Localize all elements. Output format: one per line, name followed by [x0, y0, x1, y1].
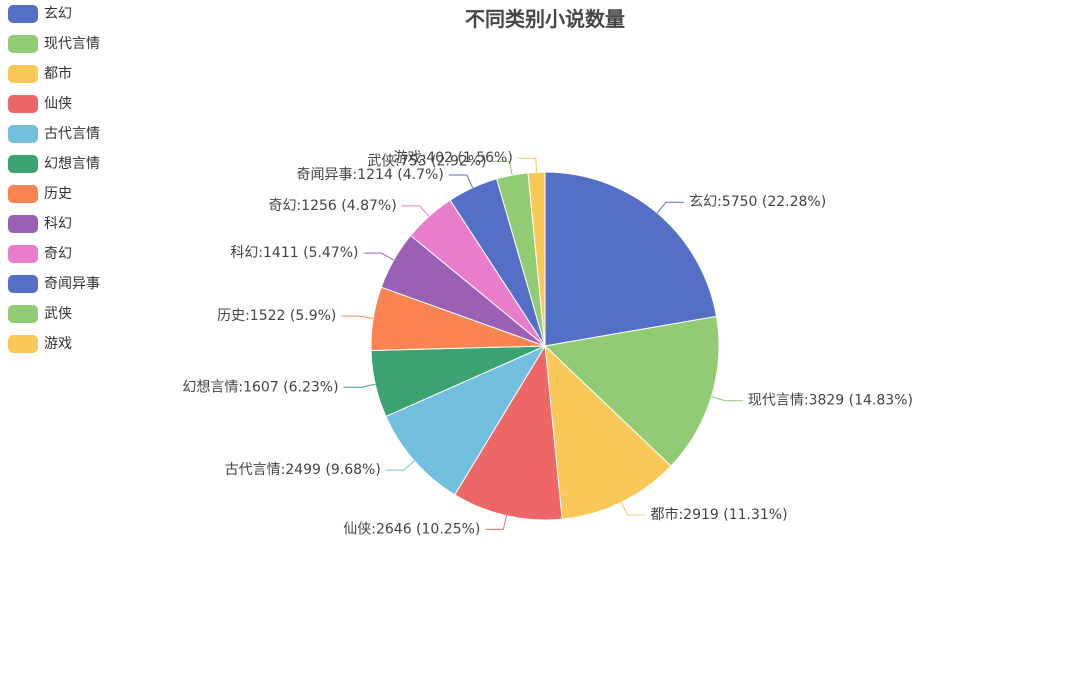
slice-label: 都市:2919 (11.31%): [650, 506, 787, 523]
legend-swatch: [8, 335, 38, 353]
slice-label: 奇闻异事:1214 (4.7%): [297, 166, 444, 183]
pie-slices: [370, 171, 720, 521]
legend-swatch: [8, 185, 38, 203]
leader-line: [491, 160, 513, 176]
slice-label: 游戏:402 (1.56%): [394, 150, 513, 166]
legend-label: 玄幻: [44, 6, 72, 22]
legend-label: 奇闻异事: [44, 276, 100, 292]
legend-swatch: [8, 305, 38, 323]
pie-slice[interactable]: [454, 344, 563, 521]
legend-swatch: [8, 275, 38, 293]
leader-line: [448, 174, 474, 188]
legend-item[interactable]: 历史: [8, 185, 100, 215]
legend-item[interactable]: 奇幻: [8, 245, 100, 275]
legend-swatch: [8, 155, 38, 173]
leader-line: [385, 460, 415, 471]
legend-item[interactable]: 奇闻异事: [8, 275, 100, 305]
legend-label: 武侠: [44, 306, 72, 322]
legend-swatch: [8, 65, 38, 83]
legend-label: 科幻: [44, 216, 72, 232]
legend-item[interactable]: 古代言情: [8, 125, 100, 155]
legend-swatch: [8, 95, 38, 113]
leader-line: [485, 515, 507, 530]
pie-labels: 玄幻:5750 (22.28%) 现代言情:3829 (14.83%) 都市:291…: [182, 150, 913, 537]
leader-line: [363, 252, 394, 261]
leader-line: [341, 315, 374, 319]
legend-swatch: [8, 245, 38, 263]
legend-label: 现代言情: [44, 36, 100, 52]
slice-label: 武侠:753 (2.92%): [367, 153, 486, 169]
legend-swatch: [8, 35, 38, 53]
slice-label: 古代言情:2499 (9.68%): [225, 462, 381, 478]
slice-label: 幻想言情:1607 (6.23%): [182, 379, 338, 395]
leader-line: [656, 201, 685, 214]
legend-item[interactable]: 都市: [8, 65, 100, 95]
legend-label: 历史: [44, 186, 72, 202]
legend-item[interactable]: 现代言情: [8, 35, 100, 65]
chart-legend: 玄幻现代言情都市仙侠古代言情幻想言情历史科幻奇幻奇闻异事武侠游戏: [8, 5, 100, 365]
legend-swatch: [8, 215, 38, 233]
slice-label: 现代言情:3829 (14.83%): [748, 393, 913, 409]
leader-line: [517, 157, 537, 173]
leader-line: [711, 396, 743, 402]
legend-swatch: [8, 5, 38, 23]
slice-label: 玄幻:5750 (22.28%): [689, 193, 826, 210]
legend-label: 都市: [44, 66, 72, 82]
legend-label: 幻想言情: [44, 156, 100, 172]
pie-slice[interactable]: [543, 315, 720, 467]
legend-item[interactable]: 仙侠: [8, 95, 100, 125]
legend-item[interactable]: 武侠: [8, 305, 100, 335]
legend-label: 奇幻: [44, 246, 72, 262]
legend-item[interactable]: 幻想言情: [8, 155, 100, 185]
legend-swatch: [8, 125, 38, 143]
leader-line: [343, 383, 376, 388]
slice-label: 历史:1522 (5.9%): [217, 308, 336, 324]
pie-slice[interactable]: [544, 171, 718, 347]
legend-item[interactable]: 科幻: [8, 215, 100, 245]
slice-label: 科幻:1411 (5.47%): [230, 245, 358, 261]
legend-item[interactable]: 玄幻: [8, 5, 100, 35]
legend-label: 古代言情: [44, 126, 100, 142]
legend-label: 游戏: [44, 336, 72, 352]
legend-item[interactable]: 游戏: [8, 335, 100, 365]
leader-line: [620, 502, 646, 516]
slice-label: 奇幻:1256 (4.87%): [268, 197, 396, 214]
leader-line: [401, 205, 430, 217]
legend-label: 仙侠: [44, 96, 72, 112]
slice-label: 仙侠:2646 (10.25%): [343, 521, 480, 537]
chart-title: 不同类别小说数量: [465, 7, 625, 31]
